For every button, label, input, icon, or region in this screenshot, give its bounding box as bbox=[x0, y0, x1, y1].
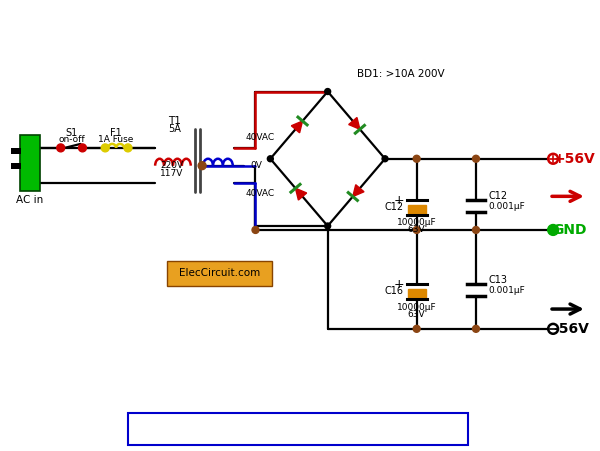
Circle shape bbox=[325, 88, 331, 95]
Text: C16: C16 bbox=[385, 286, 404, 296]
Text: T1: T1 bbox=[168, 116, 181, 126]
Polygon shape bbox=[349, 117, 360, 129]
Polygon shape bbox=[295, 188, 307, 200]
Text: C12: C12 bbox=[385, 202, 404, 212]
Text: 0.001μF: 0.001μF bbox=[489, 202, 526, 211]
Bar bbox=[408, 205, 425, 214]
Text: -56V: -56V bbox=[553, 322, 589, 336]
Bar bbox=[408, 289, 425, 298]
Circle shape bbox=[413, 325, 420, 332]
Text: on-off: on-off bbox=[58, 135, 85, 144]
Polygon shape bbox=[292, 121, 302, 133]
Circle shape bbox=[473, 226, 479, 234]
Circle shape bbox=[382, 156, 388, 162]
Text: C12: C12 bbox=[489, 191, 508, 201]
Text: 56V 5A Dual DC power supply: 56V 5A Dual DC power supply bbox=[171, 421, 425, 436]
Text: 63V: 63V bbox=[408, 310, 425, 319]
Text: 5A: 5A bbox=[168, 124, 181, 134]
Circle shape bbox=[548, 154, 558, 164]
Circle shape bbox=[473, 325, 479, 332]
Circle shape bbox=[473, 155, 479, 162]
Text: 40VAC: 40VAC bbox=[245, 189, 275, 198]
Circle shape bbox=[252, 226, 259, 234]
Circle shape bbox=[198, 162, 206, 170]
Text: ElecCircuit.com: ElecCircuit.com bbox=[179, 268, 260, 278]
Circle shape bbox=[101, 144, 109, 152]
Text: +56V: +56V bbox=[554, 152, 596, 166]
Text: GND: GND bbox=[553, 223, 587, 237]
Circle shape bbox=[124, 144, 132, 152]
Text: +: + bbox=[393, 278, 404, 291]
Text: 220V: 220V bbox=[160, 161, 183, 170]
Circle shape bbox=[268, 156, 273, 162]
Text: S1: S1 bbox=[65, 128, 78, 138]
Text: 117V: 117V bbox=[160, 169, 183, 178]
Text: 63V: 63V bbox=[408, 226, 425, 235]
Text: BD1: >10A 200V: BD1: >10A 200V bbox=[358, 69, 445, 79]
Bar bbox=[11, 148, 21, 154]
Text: 0V: 0V bbox=[251, 161, 262, 170]
Circle shape bbox=[57, 144, 65, 152]
Circle shape bbox=[325, 223, 331, 229]
Bar bbox=[11, 163, 21, 169]
FancyBboxPatch shape bbox=[167, 261, 272, 286]
Text: C13: C13 bbox=[489, 276, 508, 285]
Circle shape bbox=[548, 225, 559, 235]
Text: 10000μF: 10000μF bbox=[397, 217, 436, 226]
Text: 40VAC: 40VAC bbox=[245, 133, 275, 143]
Circle shape bbox=[548, 324, 558, 334]
Text: 10000μF: 10000μF bbox=[397, 303, 436, 312]
Text: 1A Fuse: 1A Fuse bbox=[98, 135, 134, 144]
FancyBboxPatch shape bbox=[128, 413, 468, 445]
Text: 0.001μF: 0.001μF bbox=[489, 286, 526, 295]
Text: F1: F1 bbox=[110, 128, 122, 138]
FancyBboxPatch shape bbox=[20, 135, 40, 191]
Circle shape bbox=[413, 226, 420, 234]
Text: AC in: AC in bbox=[16, 195, 44, 205]
Text: +: + bbox=[393, 194, 404, 207]
Circle shape bbox=[413, 155, 420, 162]
Polygon shape bbox=[353, 185, 364, 197]
Circle shape bbox=[79, 144, 86, 152]
